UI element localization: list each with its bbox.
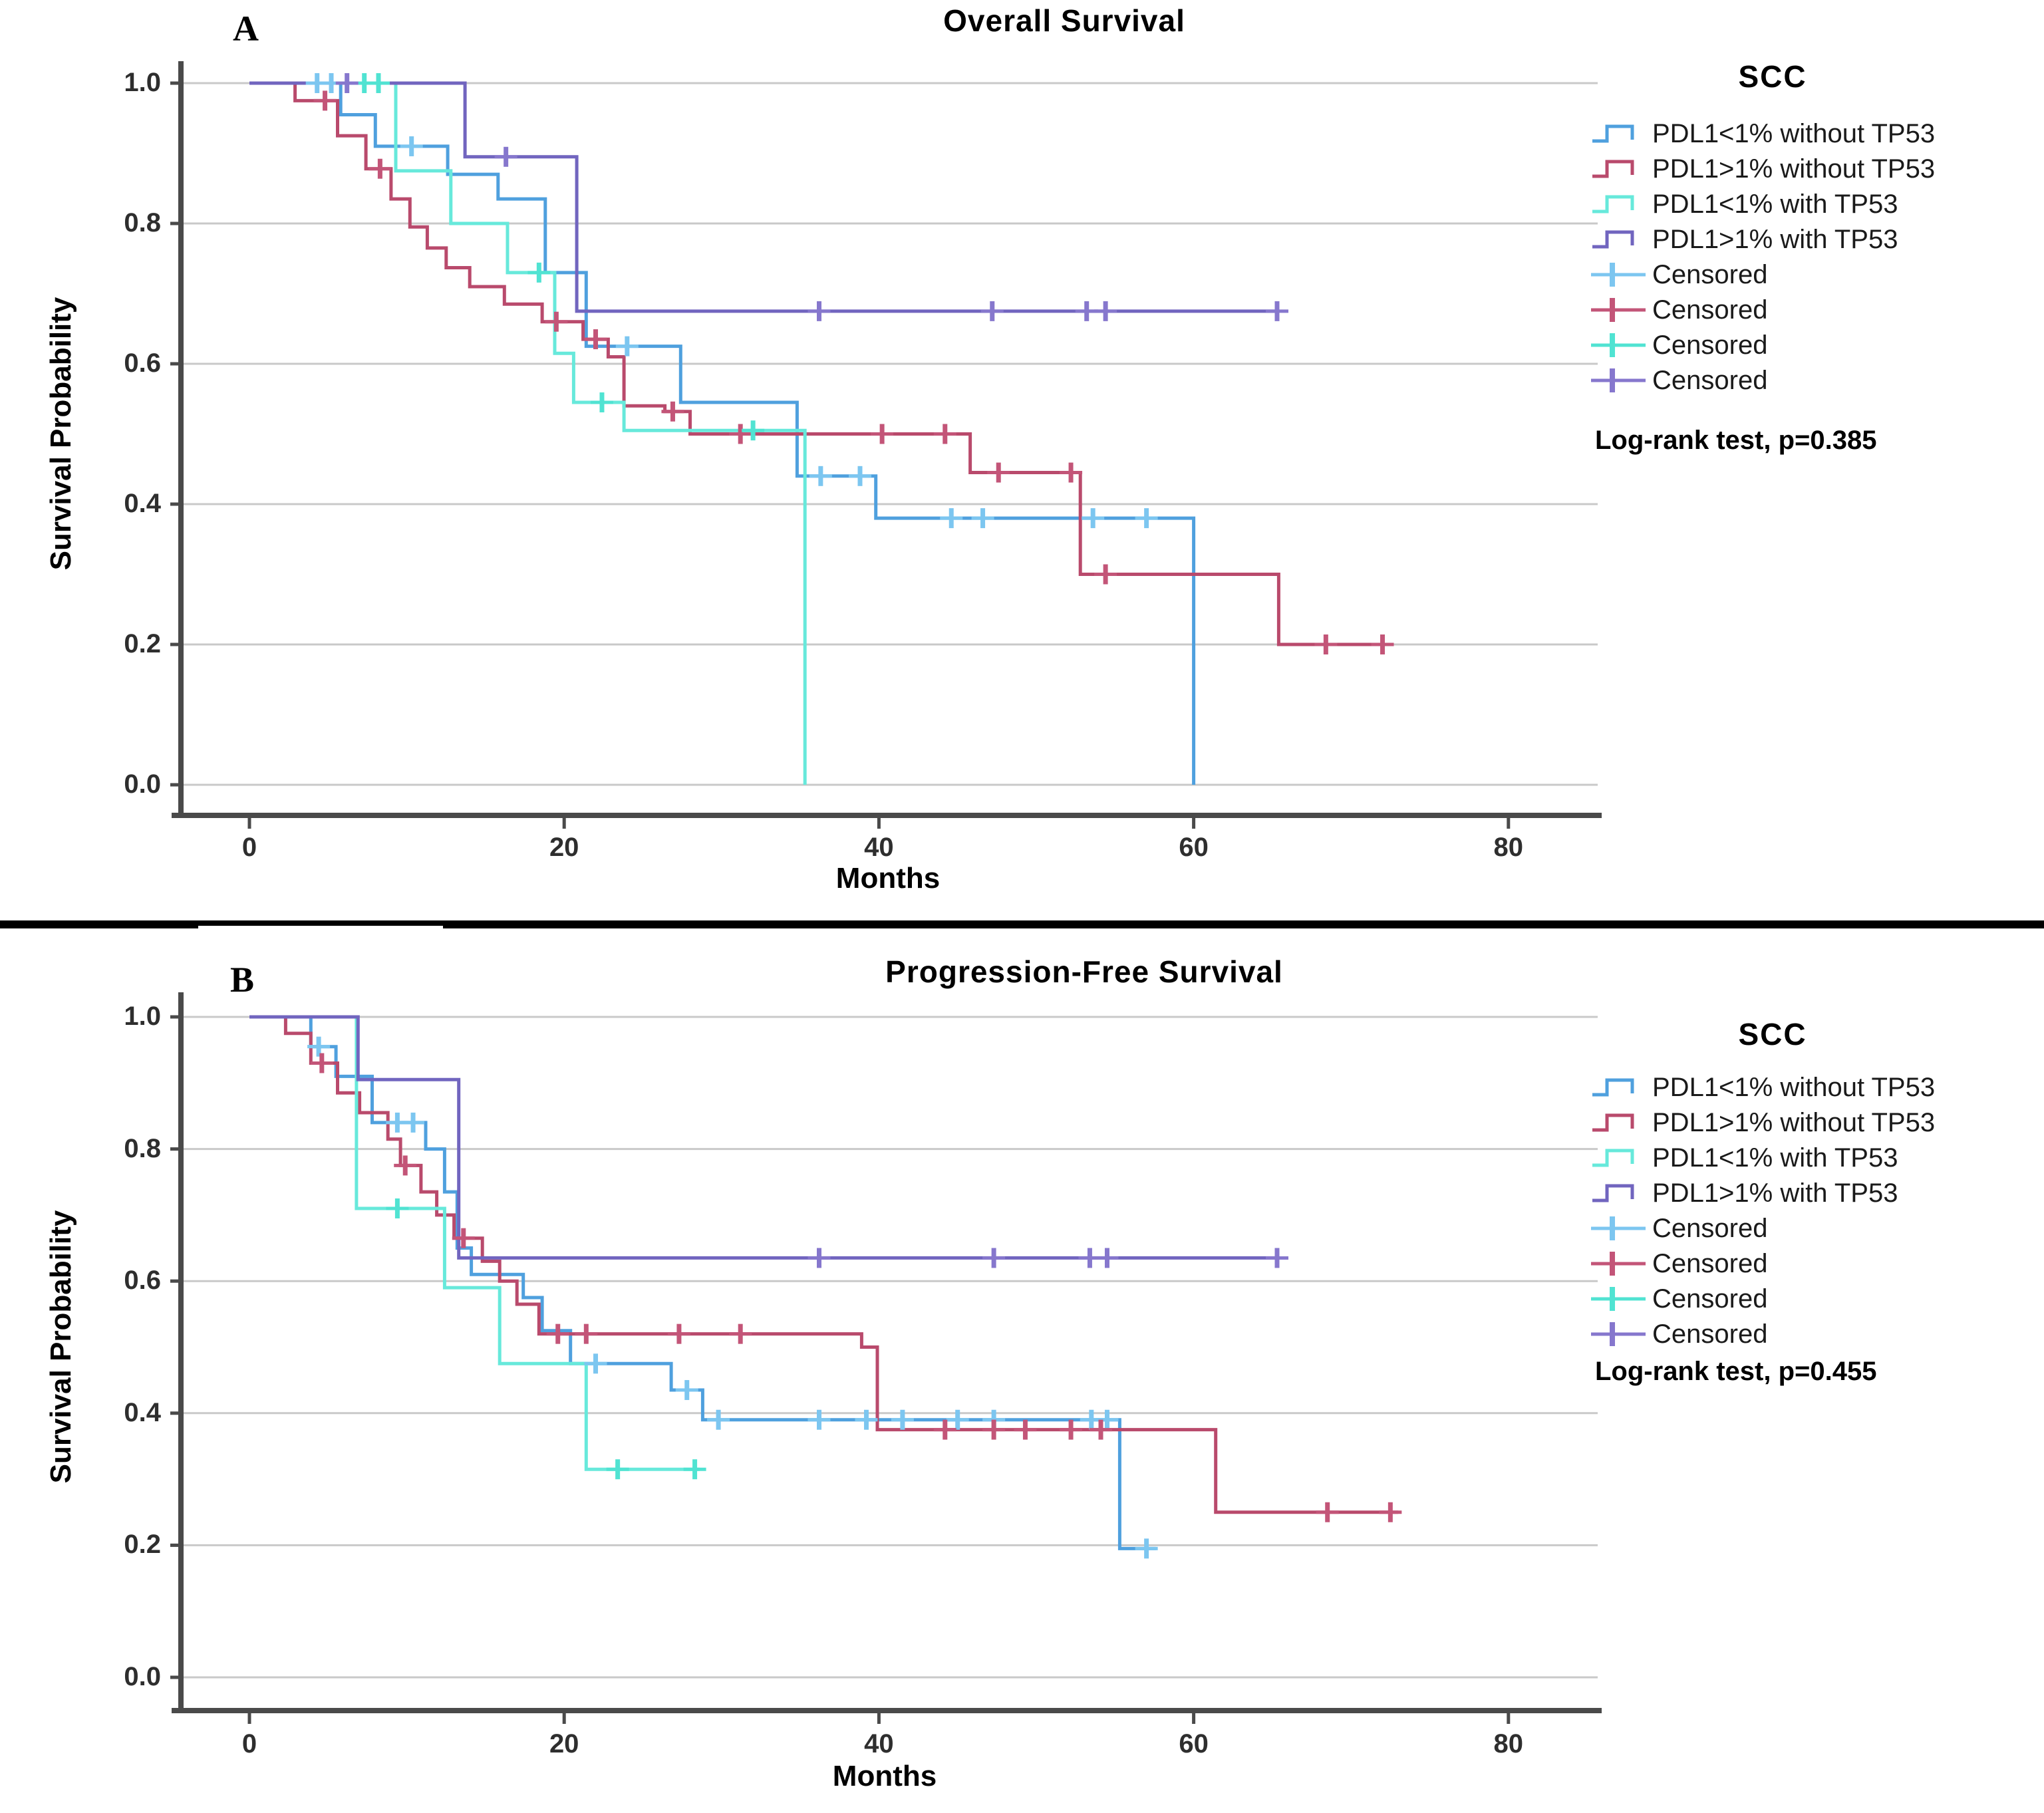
- legend-censor-swatch: [1591, 1322, 1646, 1346]
- km-curve: [249, 81, 1277, 313]
- km-curve: [249, 1015, 1399, 1514]
- x-tick-label: 80: [1493, 1729, 1524, 1758]
- legend-censored-entry: Censored: [1588, 1284, 1767, 1314]
- legend-censored-entry: Censored: [1588, 330, 1767, 360]
- legend-curve-swatch: [1592, 1184, 1634, 1202]
- y-tick-label: 0.8: [124, 1133, 161, 1163]
- x-tick-label: 20: [549, 833, 579, 862]
- x-tick-label: 60: [1179, 833, 1209, 862]
- legend-entry-label: PDL1>1% without TP53: [1652, 154, 1936, 184]
- legend-entry: PDL1<1% with TP53: [1588, 189, 1898, 219]
- y-tick-label: 0.4: [124, 489, 161, 518]
- y-tick-label: 0.6: [124, 1266, 161, 1296]
- panel-b-legend-title: SCC: [1738, 1017, 1807, 1051]
- panel-b-ylabel: Survival Probability: [45, 1210, 77, 1484]
- legend-censor-swatch: [1591, 298, 1646, 322]
- legend-censored-entry: Censored: [1588, 1213, 1767, 1244]
- legend-entry: PDL1>1% without TP53: [1588, 154, 1935, 184]
- legend-curve-swatch: [1592, 195, 1634, 213]
- x-tick-label: 0: [241, 1729, 257, 1758]
- legend-entry-label: Censored: [1652, 1248, 1768, 1278]
- legend-censored-entry: Censored: [1588, 295, 1767, 325]
- legend-entry-label: PDL1>1% without TP53: [1652, 1107, 1936, 1137]
- legend-censored-entry: Censored: [1588, 365, 1767, 396]
- panel-a-stat-note: Log-rank test, p=0.385: [1595, 426, 1877, 455]
- x-tick-label: 40: [864, 1729, 894, 1758]
- legend-entry: PDL1>1% with TP53: [1588, 1178, 1898, 1208]
- legend-entry-label: Censored: [1652, 330, 1768, 360]
- x-tick-label: 0: [241, 833, 257, 862]
- legend-entry-label: Censored: [1652, 1213, 1768, 1243]
- y-tick-label: 0.8: [124, 208, 161, 237]
- y-tick-label: 1.0: [124, 68, 161, 97]
- panel-b-title: Progression-Free Survival: [885, 954, 1283, 989]
- panel-a-title: Overall Survival: [943, 3, 1185, 38]
- panel-a-xlabel: Months: [835, 862, 941, 895]
- legend-entry-label: PDL1>1% with TP53: [1652, 224, 1898, 254]
- y-tick-label: 0.2: [124, 629, 161, 658]
- legend-entry-label: PDL1>1% with TP53: [1652, 1178, 1898, 1208]
- km-curve: [249, 1015, 1277, 1260]
- legend-entry-label: Censored: [1652, 259, 1768, 289]
- panel-divider: [0, 920, 2044, 928]
- legend-censored-entry: Censored: [1588, 1319, 1767, 1349]
- x-tick-label: 40: [864, 833, 894, 862]
- legend-curve-swatch: [1592, 1113, 1634, 1132]
- legend-entry: PDL1>1% with TP53: [1588, 224, 1898, 255]
- y-tick-label: 0.2: [124, 1530, 161, 1560]
- legend-entry-label: PDL1<1% without TP53: [1652, 1072, 1936, 1102]
- y-tick-label: 0.0: [124, 769, 161, 799]
- panel-a-ylabel: Survival Probability: [45, 297, 77, 571]
- legend-entry-label: Censored: [1652, 365, 1768, 395]
- legend-curve-swatch: [1592, 1078, 1634, 1097]
- legend-curve-swatch: [1592, 160, 1634, 178]
- legend-censor-swatch: [1591, 368, 1646, 392]
- y-tick-label: 0.6: [124, 349, 161, 378]
- panel-a-legend-title: SCC: [1738, 59, 1807, 94]
- panel-b-xlabel: Months: [832, 1760, 937, 1792]
- legend-entry-label: PDL1<1% with TP53: [1652, 1143, 1898, 1173]
- y-tick-label: 0.0: [124, 1662, 161, 1691]
- legend-curve-swatch: [1592, 230, 1634, 249]
- legend-censor-swatch: [1591, 333, 1646, 357]
- legend-censor-swatch: [1591, 1287, 1646, 1311]
- x-tick-label: 20: [549, 1729, 579, 1758]
- panel-b-stat-note: Log-rank test, p=0.455: [1595, 1357, 1877, 1386]
- legend-entry-label: Censored: [1652, 1319, 1768, 1349]
- y-tick-label: 1.0: [124, 1002, 161, 1031]
- x-tick-label: 60: [1179, 1729, 1209, 1758]
- legend-entry-label: Censored: [1652, 1284, 1768, 1314]
- legend-entry: PDL1<1% without TP53: [1588, 118, 1935, 149]
- y-tick-label: 0.4: [124, 1397, 161, 1427]
- legend-curve-swatch: [1592, 124, 1634, 143]
- legend-censored-entry: Censored: [1588, 1248, 1767, 1279]
- panel-b-label: B: [230, 960, 255, 1000]
- legend-entry-label: Censored: [1652, 295, 1768, 325]
- legend-entry-label: PDL1<1% with TP53: [1652, 189, 1898, 219]
- legend-censor-swatch: [1591, 263, 1646, 287]
- legend-entry: PDL1<1% without TP53: [1588, 1072, 1935, 1103]
- legend-censor-swatch: [1591, 1216, 1646, 1240]
- legend-entry-label: PDL1<1% without TP53: [1652, 118, 1936, 148]
- panel-divider-gap: [198, 926, 443, 935]
- legend-censored-entry: Censored: [1588, 259, 1767, 290]
- legend-entry: PDL1<1% with TP53: [1588, 1143, 1898, 1173]
- x-tick-label: 80: [1493, 833, 1524, 862]
- legend-censor-swatch: [1591, 1252, 1646, 1276]
- km-curve: [249, 81, 807, 785]
- km-curve: [249, 1015, 700, 1471]
- legend-entry: PDL1>1% without TP53: [1588, 1107, 1935, 1138]
- legend-curve-swatch: [1592, 1149, 1634, 1167]
- panel-a-label: A: [233, 9, 259, 49]
